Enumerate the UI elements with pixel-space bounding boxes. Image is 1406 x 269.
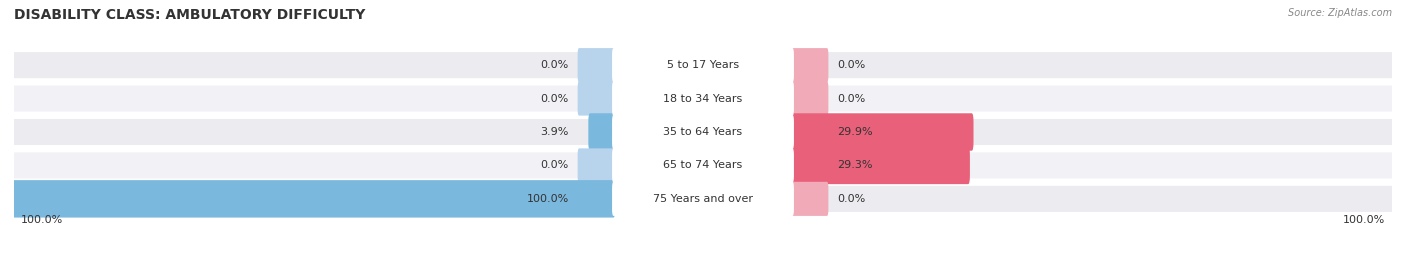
FancyBboxPatch shape — [612, 148, 794, 182]
FancyBboxPatch shape — [578, 48, 614, 82]
Text: 29.9%: 29.9% — [838, 127, 873, 137]
FancyBboxPatch shape — [578, 82, 614, 116]
Text: 0.0%: 0.0% — [838, 60, 866, 70]
FancyBboxPatch shape — [792, 82, 828, 116]
FancyBboxPatch shape — [14, 152, 1392, 178]
FancyBboxPatch shape — [578, 148, 614, 182]
Text: 75 Years and over: 75 Years and over — [652, 194, 754, 204]
FancyBboxPatch shape — [612, 182, 794, 216]
FancyBboxPatch shape — [792, 48, 828, 82]
Text: 100.0%: 100.0% — [21, 215, 63, 225]
Text: 29.3%: 29.3% — [838, 160, 873, 171]
Text: 5 to 17 Years: 5 to 17 Years — [666, 60, 740, 70]
Text: 100.0%: 100.0% — [526, 194, 568, 204]
FancyBboxPatch shape — [13, 180, 616, 218]
FancyBboxPatch shape — [790, 147, 970, 184]
Text: 0.0%: 0.0% — [540, 60, 568, 70]
Text: Source: ZipAtlas.com: Source: ZipAtlas.com — [1288, 8, 1392, 18]
FancyBboxPatch shape — [612, 82, 794, 116]
Text: 0.0%: 0.0% — [540, 94, 568, 104]
Text: 35 to 64 Years: 35 to 64 Years — [664, 127, 742, 137]
Text: 18 to 34 Years: 18 to 34 Years — [664, 94, 742, 104]
Text: 0.0%: 0.0% — [540, 160, 568, 171]
Text: 0.0%: 0.0% — [838, 94, 866, 104]
FancyBboxPatch shape — [792, 182, 828, 216]
Text: 0.0%: 0.0% — [838, 194, 866, 204]
FancyBboxPatch shape — [790, 113, 973, 151]
Text: 100.0%: 100.0% — [1343, 215, 1385, 225]
FancyBboxPatch shape — [14, 119, 1392, 145]
FancyBboxPatch shape — [14, 86, 1392, 112]
Text: 65 to 74 Years: 65 to 74 Years — [664, 160, 742, 171]
FancyBboxPatch shape — [14, 186, 1392, 212]
FancyBboxPatch shape — [612, 48, 794, 82]
FancyBboxPatch shape — [14, 52, 1392, 78]
Text: 3.9%: 3.9% — [540, 127, 568, 137]
FancyBboxPatch shape — [588, 113, 616, 151]
Text: DISABILITY CLASS: AMBULATORY DIFFICULTY: DISABILITY CLASS: AMBULATORY DIFFICULTY — [14, 8, 366, 22]
FancyBboxPatch shape — [612, 115, 794, 149]
